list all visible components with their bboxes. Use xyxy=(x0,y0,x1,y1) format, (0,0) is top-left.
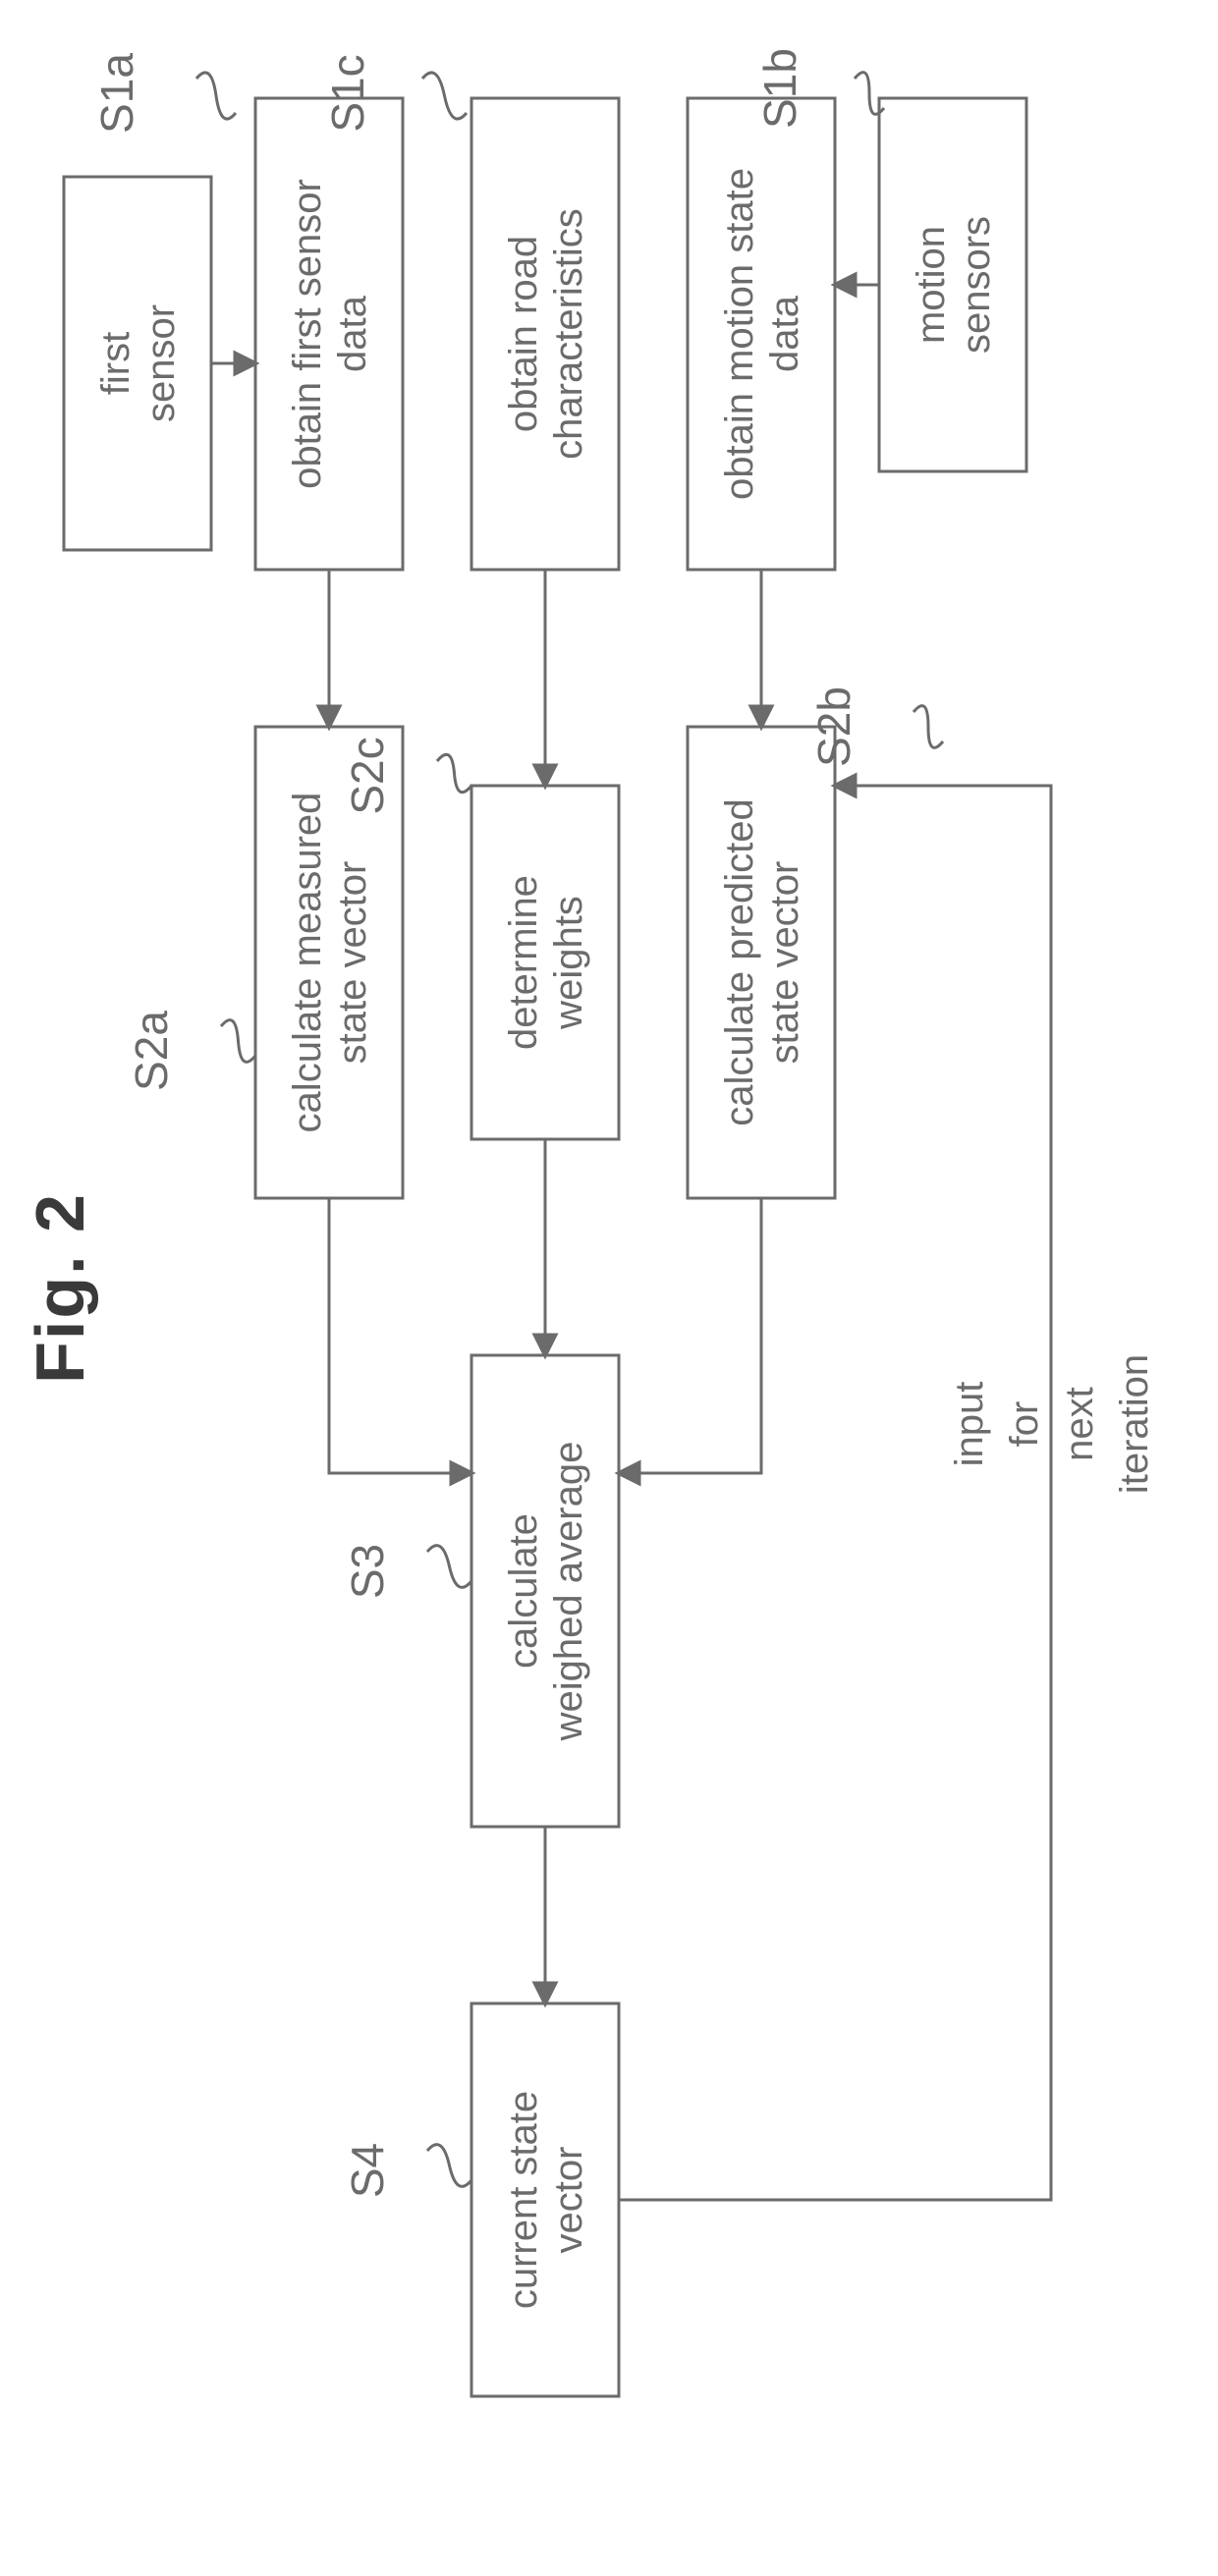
step-label-S2b: S2b xyxy=(808,686,943,767)
svg-text:S1b: S1b xyxy=(754,48,805,129)
node-motion_sensors: motionsensors xyxy=(879,98,1026,471)
svg-text:S1c: S1c xyxy=(322,54,373,132)
node-current_state: current statevector xyxy=(471,2003,619,2396)
node-obtain_first: obtain first sensordata xyxy=(255,98,403,570)
node-calc_predicted: calculate predictedstate vector xyxy=(688,727,835,1198)
svg-text:S2c: S2c xyxy=(342,737,393,814)
node-first_sensor-label: firstsensor xyxy=(94,304,183,422)
edge-calc_predicted-to-calc_weighed xyxy=(619,1198,761,1473)
edges-layer xyxy=(211,285,1051,2200)
svg-text:S2a: S2a xyxy=(126,1011,177,1091)
step-label-S4: S4 xyxy=(342,2143,471,2198)
node-det_weights: determineweights xyxy=(471,786,619,1139)
svg-text:S1a: S1a xyxy=(91,53,142,134)
node-calc_predicted-label: calculate predictedstate vector xyxy=(718,798,806,1126)
node-current_state-label: current statevector xyxy=(502,2091,590,2309)
node-first_sensor: firstsensor xyxy=(64,177,211,550)
step-label-S3: S3 xyxy=(342,1544,471,1599)
svg-text:S4: S4 xyxy=(342,2143,393,2198)
edge-calc_measured-to-calc_weighed xyxy=(329,1198,471,1473)
step-label-S1c: S1c xyxy=(322,54,467,132)
node-calc_weighed-label: calculateweighed average xyxy=(502,1442,590,1742)
node-det_weights-label: determineweights xyxy=(502,875,590,1050)
step-label-S1b: S1b xyxy=(754,48,884,129)
node-calc_measured-label: calculate measuredstate vector xyxy=(286,793,374,1133)
step-label-S2a: S2a xyxy=(126,1011,255,1091)
node-obtain_motion-label: obtain motion statedata xyxy=(718,168,806,500)
node-calc_weighed: calculateweighed average xyxy=(471,1355,619,1827)
figure-caption: Fig. 2 xyxy=(22,1192,98,1384)
node-motion_sensors-label: motionsensors xyxy=(910,216,998,354)
node-obtain_road-label: obtain roadcharacteristics xyxy=(502,208,590,460)
svg-text:S2b: S2b xyxy=(808,686,859,767)
node-obtain_road: obtain roadcharacteristics xyxy=(471,98,619,570)
node-obtain_first-label: obtain first sensordata xyxy=(286,179,374,489)
flowchart-figure: firstsensor obtain first sensordata obtain… xyxy=(0,0,1218,2576)
step-label-S2c: S2c xyxy=(342,737,471,814)
step-label-S1a: S1a xyxy=(91,53,236,134)
svg-text:S3: S3 xyxy=(342,1544,393,1599)
node-obtain_motion: obtain motion statedata xyxy=(688,98,835,570)
